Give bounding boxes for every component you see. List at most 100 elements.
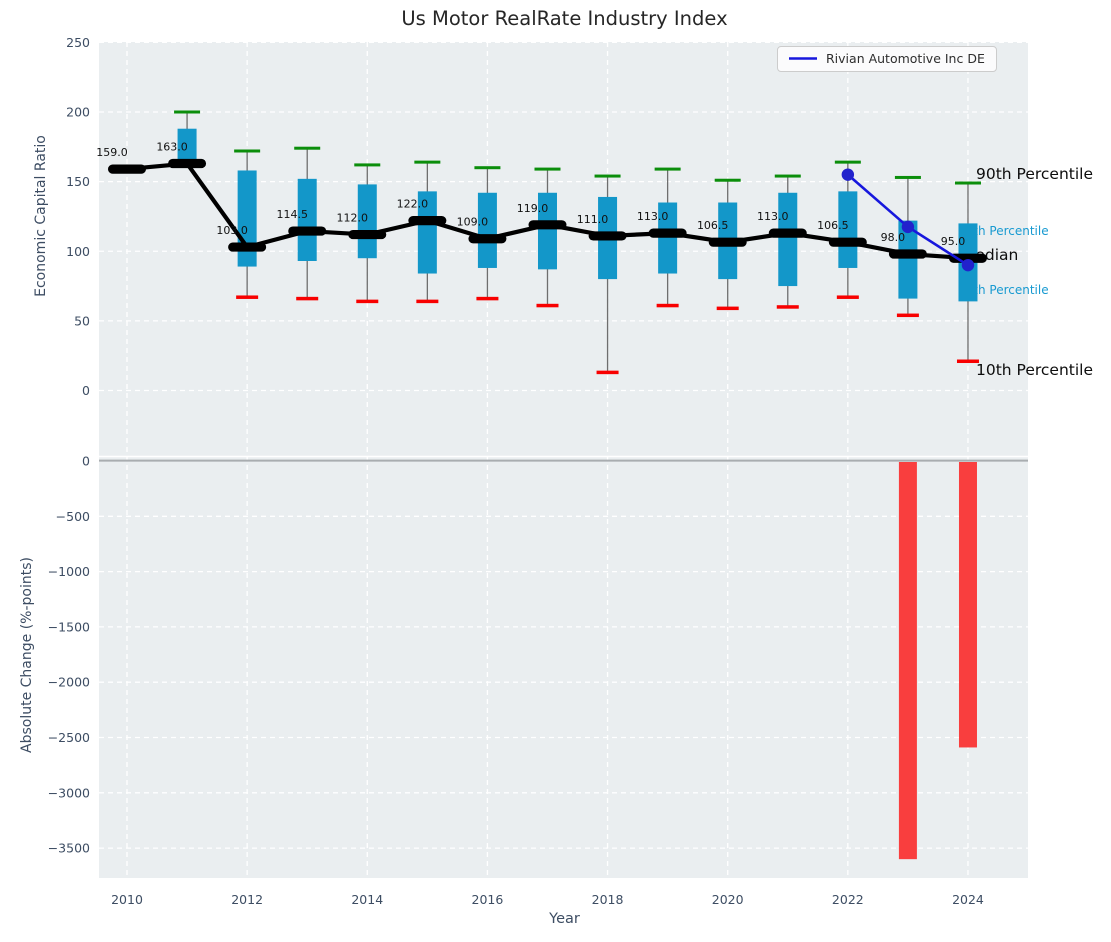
median-value-label-2014: 112.0 [337,212,369,225]
chart-title: Us Motor RealRate Industry Index [401,7,728,30]
iqr-box-2015 [417,191,437,274]
annotation-25th-percentile: 25th Percentile [958,283,1049,297]
change-bar-2023 [898,462,917,860]
median-marker-2020 [708,237,747,247]
ytick-bottom: 0 [82,454,90,469]
iqr-box-2012 [237,170,257,267]
ytick-top: 150 [66,174,90,189]
p10-cap-2019 [656,303,679,308]
legend: Rivian Automotive Inc DE [777,46,997,72]
xtick: 2014 [351,892,383,907]
median-marker-2010 [108,164,146,174]
p90-cap-2020 [714,178,741,182]
median-marker-2019 [648,228,687,238]
median-value-label-2020: 106.5 [697,219,729,232]
p90-cap-2017 [534,167,561,171]
iqr-box-2019 [658,202,678,274]
p90-cap-2021 [774,174,801,178]
ytick-top: 100 [66,244,90,259]
median-marker-2015 [408,216,447,226]
median-marker-2016 [468,234,507,244]
median-value-label-2012: 103.0 [216,224,248,237]
iqr-box-2014 [357,184,377,259]
median-value-label-2019: 113.0 [637,210,669,223]
iqr-box-2013 [297,178,317,261]
p90-cap-2014 [354,163,381,167]
legend-line-icon [789,57,817,60]
median-marker-2011 [168,158,207,169]
xtick: 2022 [832,892,864,907]
p10-cap-2014 [356,299,379,304]
median-marker-2022 [828,237,867,247]
y-axis-label-bottom: Absolute Change (%-points) [19,557,35,753]
ytick-bottom: −2000 [48,675,90,690]
median-value-label-2022: 106.5 [817,219,849,232]
median-value-label-2017: 119.0 [517,202,549,215]
p10-cap-2016 [476,296,499,301]
legend-label: Rivian Automotive Inc DE [826,51,985,66]
median-value-label-2016: 109.0 [457,216,489,229]
median-value-label-2018: 111.0 [577,213,609,226]
annotation-10th-percentile: 10th Percentile [976,361,1094,379]
ytick-top: 50 [74,313,90,328]
iqr-box-2011 [177,128,197,164]
xtick: 2016 [472,892,504,907]
median-marker-2017 [528,220,567,230]
p10-cap-2022 [836,295,859,299]
rivian-dot-2022 [841,168,855,181]
median-marker-2018 [588,231,627,241]
ytick-bottom: −1000 [48,564,90,579]
p90-cap-2012 [234,149,261,153]
ytick-top: 250 [66,35,90,50]
median-marker-2023 [888,249,927,259]
ytick-top: 200 [66,105,90,120]
iqr-box-2022 [838,191,858,268]
ytick-bottom: −2500 [48,730,90,745]
median-value-label-2024: 95.0 [941,235,966,248]
p90-cap-2023 [894,175,921,179]
p10-cap-2023 [896,313,919,318]
ytick-bottom: −500 [56,509,90,524]
annotation-75th-percentile: 75th Percentile [958,224,1049,238]
rivian-dot-2023 [901,220,915,234]
p90-cap-2016 [474,166,501,170]
change-bar-2024 [958,462,977,748]
xtick: 2020 [712,892,744,907]
median-value-label-2010: 159.0 [96,146,128,159]
rivian-dot-2024 [961,258,975,272]
xtick: 2024 [952,892,984,907]
p10-cap-2020 [716,306,739,311]
xtick: 2010 [111,892,143,907]
p10-cap-2012 [236,295,259,299]
annotation-90th-percentile: 90th Percentile [976,165,1094,183]
y-axis-label-top: Economic Capital Ratio [33,135,49,297]
median-value-label-2013: 114.5 [276,208,308,221]
ytick-top: 0 [82,383,90,398]
p10-cap-2018 [596,370,619,375]
median-marker-2021 [768,228,807,238]
median-marker-2014 [348,229,387,240]
median-marker-2013 [288,226,327,236]
p90-cap-2018 [594,174,621,178]
xtick: 2018 [592,892,624,907]
median-value-label-2011: 163.0 [156,141,188,154]
median-value-label-2023: 98.0 [881,231,906,244]
p10-cap-2017 [536,303,559,308]
iqr-box-2016 [477,192,497,268]
median-marker-2012 [228,242,267,252]
iqr-box-2017 [537,192,557,270]
p10-cap-2015 [416,299,439,304]
iqr-box-2021 [778,192,798,287]
p90-cap-2019 [654,167,681,171]
p90-cap-2013 [294,146,321,150]
ytick-bottom: −3000 [48,785,90,800]
p10-cap-2024 [956,359,979,364]
median-value-label-2015: 122.0 [397,198,429,211]
xtick: 2012 [231,892,263,907]
p90-cap-2022 [834,160,861,164]
p10-cap-2013 [296,296,319,301]
ytick-bottom: −3500 [48,841,90,856]
p90-cap-2015 [414,160,441,164]
